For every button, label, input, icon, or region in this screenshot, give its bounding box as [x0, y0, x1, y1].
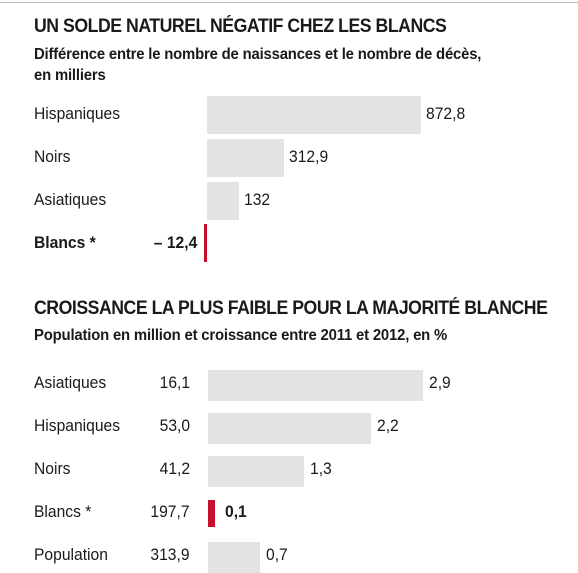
bar-asiatiques: [207, 182, 240, 220]
category-label-noirs: Noirs: [34, 147, 71, 166]
value-label-noirs: 1,3: [310, 459, 333, 478]
category-label-population: Population: [34, 545, 108, 564]
bar-population: [208, 542, 260, 573]
population-label-population: 313,9: [150, 545, 190, 564]
category-label-asiatiques: Asiatiques: [34, 373, 107, 392]
population-label-hispaniques: 53,0: [159, 416, 190, 435]
chart2-subtitle: Population en million et croissance entr…: [34, 327, 448, 344]
chart1-title: UN SOLDE NATUREL NÉGATIF CHEZ LES BLANCS: [34, 16, 447, 37]
category-label-hispaniques: Hispaniques: [34, 104, 121, 123]
bar-noirs: [207, 139, 284, 177]
population-label-blancs: 197,7: [150, 502, 190, 521]
population-label-noirs: 41,2: [159, 459, 190, 478]
category-label-asiatiques: Asiatiques: [34, 190, 107, 209]
category-label-blancs: Blancs *: [34, 233, 96, 252]
top-rule: [0, 2, 578, 3]
bar-blancs: [208, 500, 215, 527]
value-label-asiatiques: 2,9: [429, 373, 451, 392]
chart1-subtitle-line2: en milliers: [34, 67, 106, 84]
bar-asiatiques: [208, 370, 423, 401]
value-label-asiatiques: 132: [244, 190, 271, 209]
category-label-blancs: Blancs *: [34, 502, 92, 521]
value-label-population: 0,7: [265, 545, 288, 564]
chart1-subtitle-line1: Différence entre le nombre de naissances…: [34, 46, 482, 63]
bar-blancs: [203, 224, 207, 262]
value-label-noirs: 312,9: [288, 147, 328, 166]
population-label-asiatiques: 16,1: [159, 373, 190, 392]
bar-noirs: [208, 456, 305, 487]
category-label-noirs: Noirs: [34, 459, 71, 478]
value-label-blancs: 0,1: [225, 502, 247, 521]
value-label-blancs: – 12,4: [153, 233, 197, 252]
category-label-hispaniques: Hispaniques: [34, 416, 121, 435]
chart2-title: CROISSANCE LA PLUS FAIBLE POUR LA MAJORI…: [34, 298, 548, 319]
bar-hispaniques: [207, 96, 421, 134]
value-label-hispaniques: 872,8: [426, 104, 466, 123]
value-label-hispaniques: 2,2: [377, 416, 399, 435]
bar-hispaniques: [208, 413, 372, 444]
